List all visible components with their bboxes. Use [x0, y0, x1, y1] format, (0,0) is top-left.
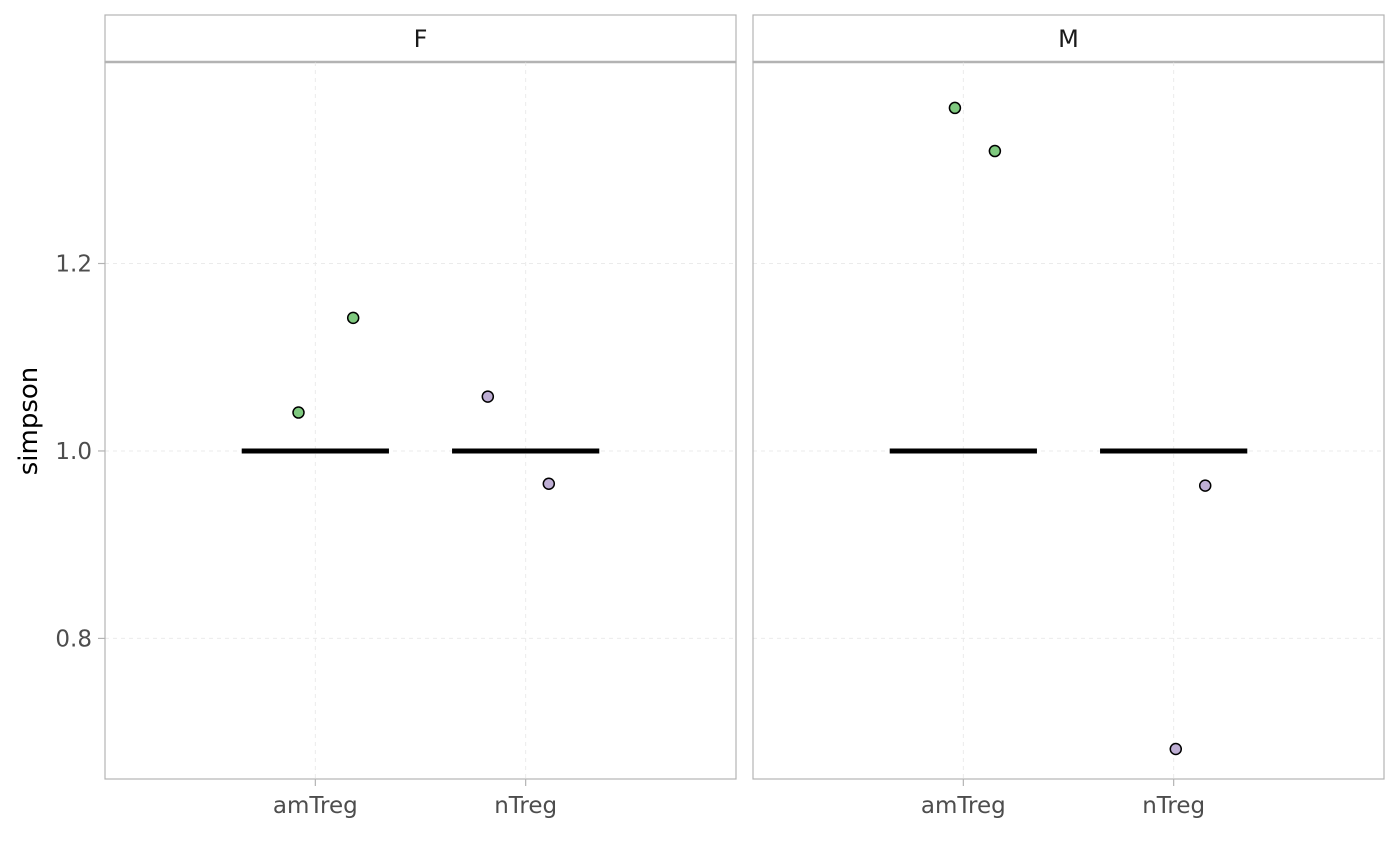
x-tick-label-amTreg: amTreg: [273, 793, 358, 819]
point-amTreg: [346, 311, 360, 325]
x-tick-label-amTreg: amTreg: [921, 793, 1006, 819]
facet-strip-label: F: [414, 25, 428, 53]
y-tick-label: 0.8: [55, 626, 92, 652]
y-axis-title: simpson: [14, 367, 44, 476]
x-tick-label-nTreg: nTreg: [494, 793, 557, 819]
facet-strip: [752, 14, 1385, 63]
facet-strip: [104, 14, 737, 63]
y-tick-label: 1.2: [55, 252, 92, 278]
facet-strip-label: M: [1058, 25, 1079, 53]
x-tick-label-nTreg: nTreg: [1142, 793, 1205, 819]
point-amTreg: [948, 101, 962, 115]
point-nTreg: [1198, 479, 1212, 492]
panel-border: [104, 61, 737, 780]
point-nTreg: [481, 390, 495, 403]
point-nTreg: [542, 477, 556, 491]
y-tick-label: 1.0: [55, 439, 92, 465]
panel-border: [752, 61, 1385, 780]
point-amTreg: [988, 144, 1002, 158]
y-axis: 0.8 1.0 1.2: [55, 252, 105, 652]
point-nTreg: [1169, 742, 1183, 756]
point-amTreg: [292, 406, 305, 419]
